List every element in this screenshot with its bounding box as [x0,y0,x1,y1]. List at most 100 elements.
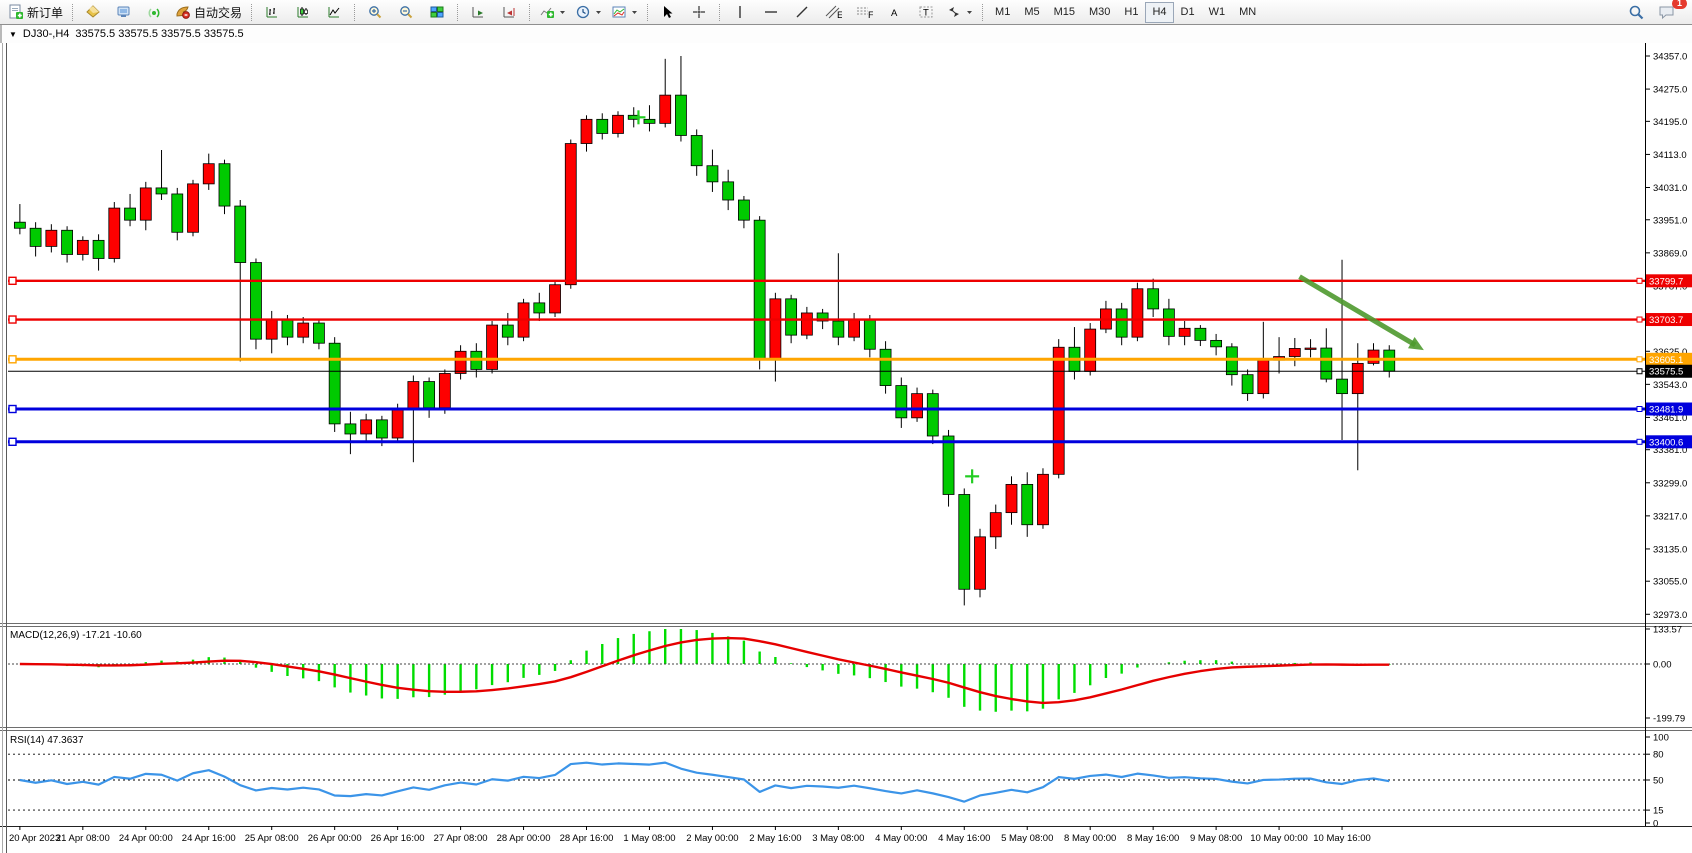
auto-scroll-icon [472,7,484,18]
line-anchor [1636,438,1643,445]
rsi-axis-label: 100 [1653,733,1669,744]
templates-button[interactable] [607,1,642,24]
candlestick [61,229,73,255]
timeframe-button-M30[interactable]: M30 [1089,6,1111,18]
market-watch-button[interactable] [109,1,139,24]
autotrading-button[interactable]: 自动交易 [171,1,246,24]
text-icon: A [891,8,898,19]
axes: 34357.0 34275.0 34195.0 34113.0 34031.0 33951… [9,43,1692,844]
bar-chart-button[interactable] [257,1,287,24]
candlestick [171,193,184,233]
candlestick [250,262,262,340]
zoom-out-button[interactable] [391,1,421,24]
notifications-button[interactable]: 1 [1652,0,1687,24]
chart-title-bar: ▼ DJ30-,H4 33575.5 33575.5 33575.5 33575… [0,25,1692,43]
timeframe-button-M1[interactable]: M1 [995,6,1011,18]
candlestick [313,322,325,344]
timeframe-button-W1[interactable]: W1 [1208,6,1226,18]
time-axis-label: 3 May 08:00 [812,833,864,844]
time-axis-label: 21 Apr 08:00 [56,833,110,844]
zoom-in-button[interactable] [360,1,390,24]
fibo-letter: F [868,10,873,20]
timeframe-button-H1[interactable]: H1 [1124,6,1139,18]
candlestick [438,373,451,409]
candlestick [1147,288,1160,310]
signal-button[interactable] [140,1,170,24]
equidistant-channel-button[interactable]: E [818,1,848,24]
candlestick [1336,378,1348,395]
candlestick [13,221,26,229]
candlestick [501,324,514,338]
arrows-button[interactable] [942,1,977,24]
fibonacci-button[interactable]: F [849,1,879,24]
timeframe-button-M5[interactable]: M5 [1024,6,1040,18]
level-line-marker [8,276,17,286]
text-button[interactable]: A [880,1,910,24]
price-tick-label: 34113.0 [1653,150,1687,161]
toolbar-separator [72,3,74,21]
vertical-line-button[interactable] [725,1,755,24]
timeframe-button-D1[interactable]: D1 [1180,6,1195,18]
auto-scroll-button[interactable] [463,1,493,24]
periods-button[interactable] [571,1,606,24]
line-anchor [1636,368,1643,375]
line-anchor [1636,356,1643,363]
chart-shift-icon [503,7,515,18]
chat-bubble-icon [1659,6,1674,20]
autotrading-icon [176,6,190,19]
tile-windows-button[interactable] [422,1,452,24]
time-axis-label: 10 May 00:00 [1250,833,1308,844]
timeframe-button-H4[interactable]: H4 [1145,1,1174,23]
price-line-label: 33575.5 [1649,367,1683,378]
candlestick [895,385,908,419]
candlestick [187,183,199,233]
time-axis-label: 5 May 08:00 [1001,833,1053,844]
candlestick-chart-icon [297,7,309,18]
trend-arrow-annotation[interactable] [1298,274,1417,348]
chart-shift-button[interactable] [494,1,524,24]
candlestick [926,393,939,437]
chevron-down-icon [560,10,566,14]
cursor-button[interactable] [653,1,683,24]
candlestick [769,298,782,360]
candlestick [92,239,105,259]
rsi-axis-label: 15 [1653,806,1664,817]
price-tick-label: 34357.0 [1653,52,1687,63]
level-line-marker [8,355,17,364]
candlestick [643,118,656,124]
toolbar-separator [354,3,356,21]
price-line-label-box [1646,435,1692,449]
candlestick [1037,473,1049,526]
trendline-icon [796,6,808,18]
text-label-button[interactable]: T [911,1,941,24]
candlestick [612,114,624,134]
timeframe-button-MN[interactable]: MN [1239,6,1257,18]
trendline-button[interactable] [787,1,817,24]
candlestick [675,94,687,136]
tile-windows-icon [430,6,444,18]
time-axis-label: 26 Apr 16:00 [371,833,425,844]
chart-collapse-icon[interactable]: ▼ [9,29,17,39]
metaeditor-button[interactable] [78,1,108,24]
candlestick-chart-button[interactable] [288,1,318,24]
chart-workspace[interactable]: 34357.0 34275.0 34195.0 34113.0 34031.0 33951… [0,43,1692,853]
search-button[interactable] [1621,1,1651,24]
line-chart-button[interactable] [319,1,349,24]
price-tick-label: 33543.0 [1653,380,1687,391]
price-tick-label: 33217.0 [1653,511,1687,522]
crosshair-button[interactable] [684,1,714,24]
timeframe-button-M15[interactable]: M15 [1053,6,1075,18]
indicators-button[interactable] [535,1,570,24]
time-axis-label: 8 May 00:00 [1064,833,1116,844]
rsi-axis-label: 80 [1653,750,1664,761]
candlestick [738,199,750,221]
time-axis-label: 10 May 16:00 [1313,833,1371,844]
price-line-label-box [1646,402,1692,416]
horizontal-line-button[interactable] [756,1,786,24]
price-line-label-box [1646,352,1692,366]
new-order-button[interactable]: 新订单 [4,1,67,24]
candlestick [234,205,247,263]
price-line-label: 33703.7 [1649,315,1683,326]
candlestick [454,350,467,374]
candlestick [375,419,388,439]
